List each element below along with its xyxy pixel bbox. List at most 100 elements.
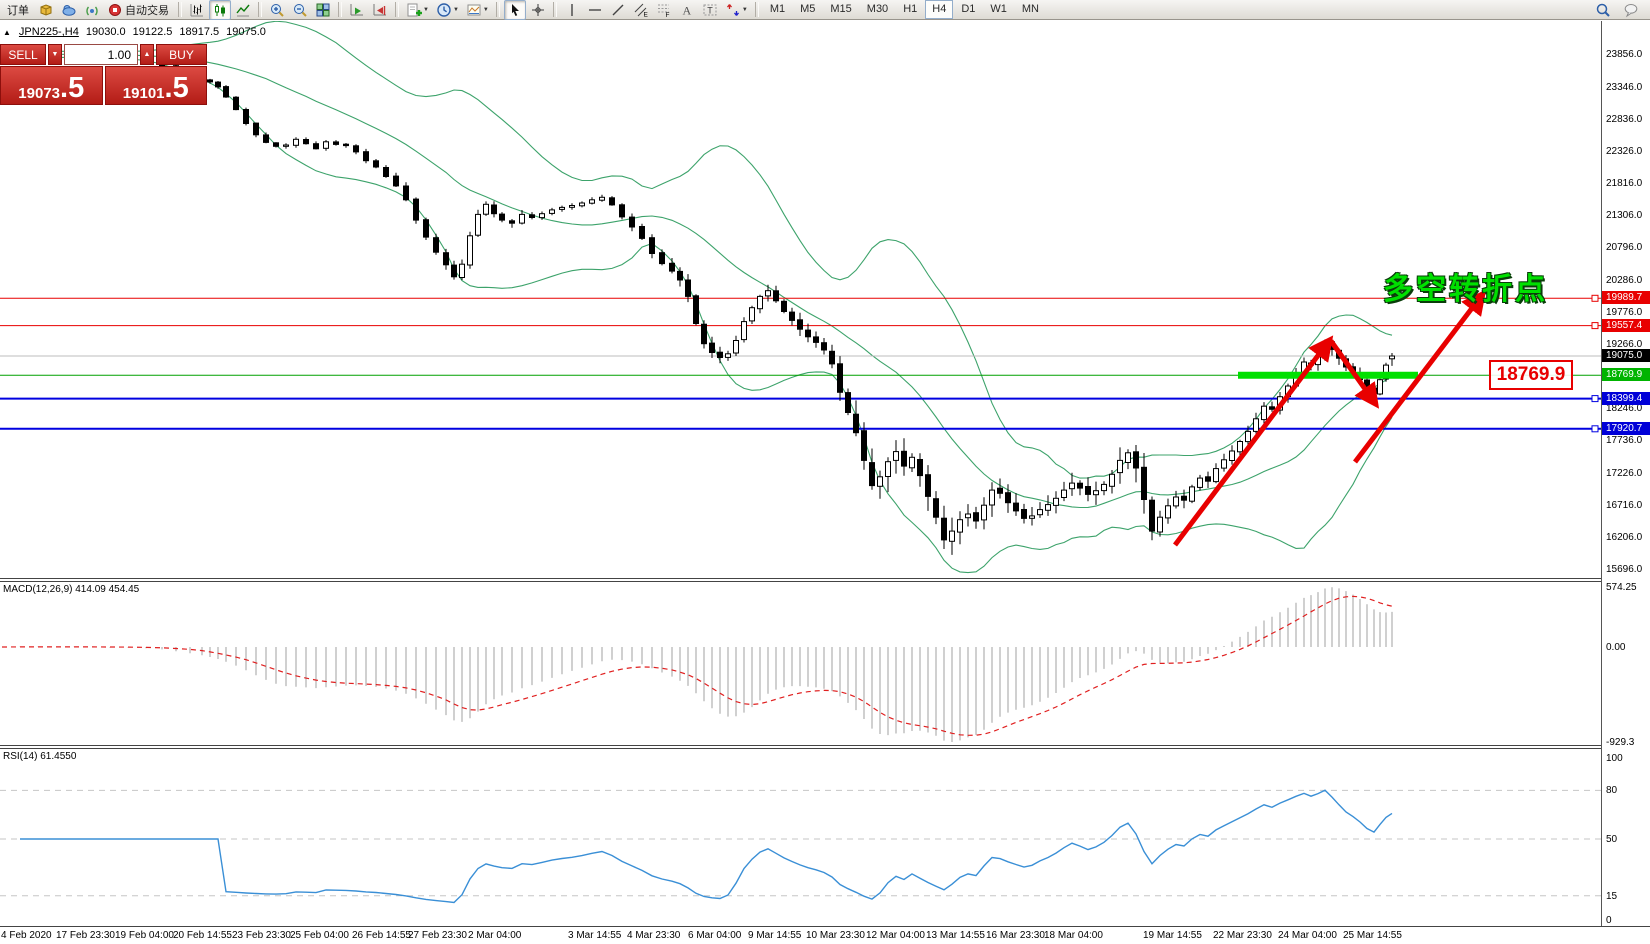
price-tick: 17226.0	[1606, 467, 1643, 479]
timeframe-h1[interactable]: H1	[903, 3, 918, 15]
timeframe-m1[interactable]: M1	[769, 3, 786, 15]
time-tick: 20 Feb 14:55	[173, 930, 232, 941]
auto-scroll-icon[interactable]	[346, 0, 368, 20]
trade-panel-toggle[interactable]: ▲	[3, 27, 11, 37]
trend-arrows[interactable]	[1173, 289, 1487, 547]
bar-chart-icon[interactable]	[186, 0, 208, 20]
new-order-button[interactable]: 订单	[7, 4, 29, 17]
text-icon[interactable]: A	[676, 0, 698, 20]
time-tick: 12 Mar 04:00	[866, 930, 925, 941]
toolbar-right-group	[1592, 0, 1648, 20]
chart-shift-icon[interactable]	[369, 0, 391, 20]
zoom-in-icon[interactable]	[266, 0, 288, 20]
volume-increase-button[interactable]: ▲	[140, 44, 154, 65]
volume-decrease-button[interactable]: ▼	[48, 44, 62, 65]
broadcast-icon[interactable]	[81, 0, 103, 20]
ohlc-close: 19075.0	[226, 26, 266, 38]
volume-input[interactable]: 1.00	[64, 44, 138, 65]
price-tick: 16716.0	[1606, 499, 1643, 511]
price-marker-18769.9: 18769.9	[1602, 368, 1650, 382]
level-handle[interactable]	[1591, 425, 1599, 433]
sell-button[interactable]: SELL	[0, 44, 46, 65]
turning-point-annotation[interactable]: 多空转折点	[1383, 273, 1548, 306]
templates-icon[interactable]: ▼	[463, 0, 492, 20]
toolbar-separator	[495, 2, 500, 17]
timeframe-w1[interactable]: W1	[990, 3, 1007, 15]
periods-icon[interactable]: ▼	[433, 0, 462, 20]
sell-price-main: 19073	[18, 85, 61, 102]
cursor-icon[interactable]	[503, 0, 526, 20]
timeframe-d1[interactable]: D1	[961, 3, 976, 15]
macd-signal-line	[1, 595, 1393, 736]
buy-button[interactable]: BUY	[156, 44, 207, 65]
time-tick: 25 Mar 14:55	[1343, 930, 1402, 941]
horizontal-levels[interactable]	[0, 294, 1601, 433]
price-tick: 21816.0	[1606, 178, 1643, 190]
timeframe-mn[interactable]: MN	[1021, 3, 1039, 15]
trend-arrow[interactable]	[1173, 335, 1334, 547]
time-tick: 19 Feb 04:00	[115, 930, 174, 941]
price-marker-18399.4: 18399.4	[1602, 391, 1650, 405]
search-icon[interactable]	[1592, 0, 1614, 20]
candlestick-chart-icon[interactable]	[209, 0, 231, 20]
line-chart-icon[interactable]	[232, 0, 254, 20]
price-marker-19557.4: 19557.4	[1602, 318, 1650, 332]
crosshair-icon[interactable]	[527, 0, 549, 20]
price-tick: 23346.0	[1606, 81, 1643, 93]
timeframe-h4[interactable]: H4	[925, 0, 954, 19]
fibonacci-icon[interactable]: F	[653, 0, 675, 20]
rsi-label: RSI(14) 61.4550	[3, 751, 77, 762]
tile-windows-icon[interactable]	[312, 0, 334, 20]
price-tick: 19776.0	[1606, 306, 1643, 318]
toolbar-separator	[178, 2, 182, 17]
trend-arrow[interactable]	[1328, 339, 1380, 409]
vertical-line-icon[interactable]	[561, 0, 583, 20]
time-tick: 27 Feb 23:30	[408, 930, 467, 941]
time-tick: 26 Feb 14:55	[352, 930, 411, 941]
timeframe-m5[interactable]: M5	[800, 3, 816, 15]
sell-price-display[interactable]: 19073 .5	[0, 66, 103, 105]
rsi-axis-tick: 100	[1606, 753, 1623, 764]
time-tick: 6 Mar 04:00	[688, 930, 742, 941]
channel-icon[interactable]: E	[630, 0, 652, 20]
price-tick: 19266.0	[1606, 338, 1643, 350]
trend-arrow[interactable]	[1353, 289, 1487, 464]
ohlc-high: 19122.5	[132, 26, 173, 38]
macd-axis-tick: -929.3	[1606, 737, 1635, 748]
timeframe-m15[interactable]: M15	[830, 3, 852, 15]
auto-trading-button[interactable]: 自动交易	[104, 0, 174, 20]
one-click-trade-panel: SELL ▼ 1.00 ▲ BUY 19073 .5 19101 .5	[0, 44, 207, 105]
time-tick: 23 Feb 23:30	[232, 930, 291, 941]
symbol-period-label[interactable]: JPN225-,H4	[18, 26, 79, 38]
buy-price-frac: .5	[164, 72, 189, 105]
horizontal-line-icon[interactable]	[584, 0, 606, 20]
arrows-icon[interactable]: ▼	[722, 0, 751, 20]
time-tick: 4 Feb 2020	[1, 930, 52, 941]
time-tick: 3 Mar 14:55	[568, 930, 622, 941]
time-tick: 10 Mar 23:30	[806, 930, 865, 941]
level-handle[interactable]	[1591, 395, 1599, 403]
price-tick: 20796.0	[1606, 242, 1643, 254]
cloud-sync-icon[interactable]	[58, 0, 80, 20]
toolbar-separator	[258, 2, 262, 17]
rsi-line	[20, 789, 1393, 904]
macd-panel	[1, 587, 1393, 742]
buy-price-display[interactable]: 19101 .5	[104, 66, 207, 105]
price-tick: 23856.0	[1606, 49, 1643, 61]
level-handle[interactable]	[1591, 322, 1599, 330]
indicators-icon[interactable]: ▼	[403, 0, 432, 20]
zoom-out-icon[interactable]	[289, 0, 311, 20]
chat-icon[interactable]	[1620, 0, 1642, 20]
price-tick: 22836.0	[1606, 113, 1643, 125]
price-tick: 16206.0	[1606, 532, 1643, 543]
level-handle[interactable]	[1591, 294, 1599, 302]
text-label-icon[interactable]: T	[699, 0, 721, 20]
svg-text:F: F	[665, 12, 669, 18]
package-icon[interactable]	[35, 0, 57, 20]
svg-text:E: E	[643, 11, 648, 18]
price-tag-annotation[interactable]: 18769.9	[1489, 360, 1573, 390]
price-tick: 18246.0	[1606, 403, 1643, 415]
trendline-icon[interactable]	[607, 0, 629, 20]
rsi-axis-tick: 0	[1606, 915, 1612, 926]
timeframe-m30[interactable]: M30	[866, 3, 889, 15]
